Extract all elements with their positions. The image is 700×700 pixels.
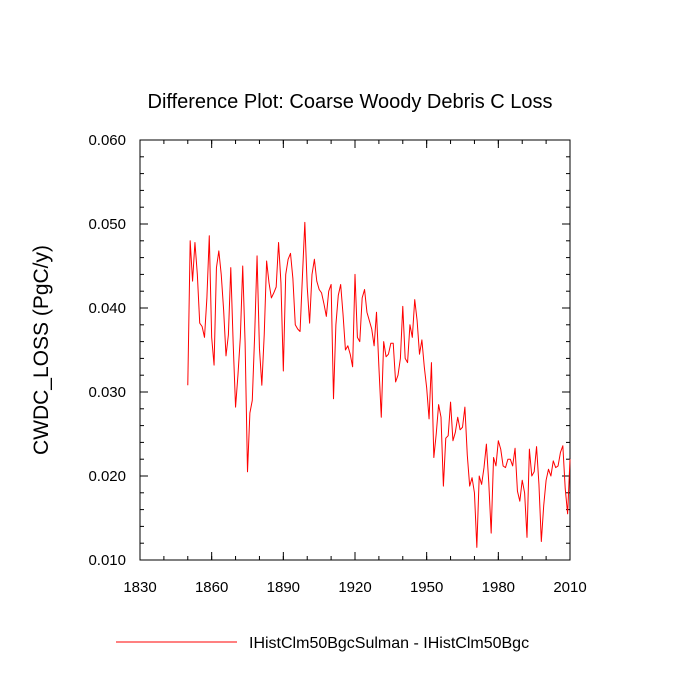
y-tick-label: 0.060 [88, 132, 126, 149]
y-tick-label: 0.050 [88, 216, 126, 233]
x-tick-label: 1920 [338, 579, 371, 596]
x-tick-label: 1860 [195, 579, 228, 596]
y-tick-label: 0.020 [88, 468, 126, 485]
legend: IHistClm50BgcSulman - IHistClm50Bgc [116, 635, 529, 652]
series-line [187, 221, 571, 548]
plot-frame [139, 139, 571, 561]
x-tick-label: 1890 [267, 579, 300, 596]
x-tick-label: 1980 [482, 579, 515, 596]
chart-title: Difference Plot: Coarse Woody Debris C L… [148, 91, 553, 113]
y-axis-label: CWDC_LOSS (PgC/y) [30, 245, 53, 455]
y-tick-label: 0.030 [88, 384, 126, 401]
legend-label: IHistClm50BgcSulman - IHistClm50Bgc [249, 635, 529, 652]
x-tick-label: 1830 [123, 579, 156, 596]
y-tick-label: 0.040 [88, 300, 126, 317]
plot-area: 1830 1860 1890 1920 1950 1980 2010 0.010 0.020 0.… [88, 132, 586, 596]
y-tick-label: 0.010 [88, 552, 126, 569]
x-tick-label: 2010 [553, 579, 586, 596]
x-tick-label: 1950 [410, 579, 443, 596]
